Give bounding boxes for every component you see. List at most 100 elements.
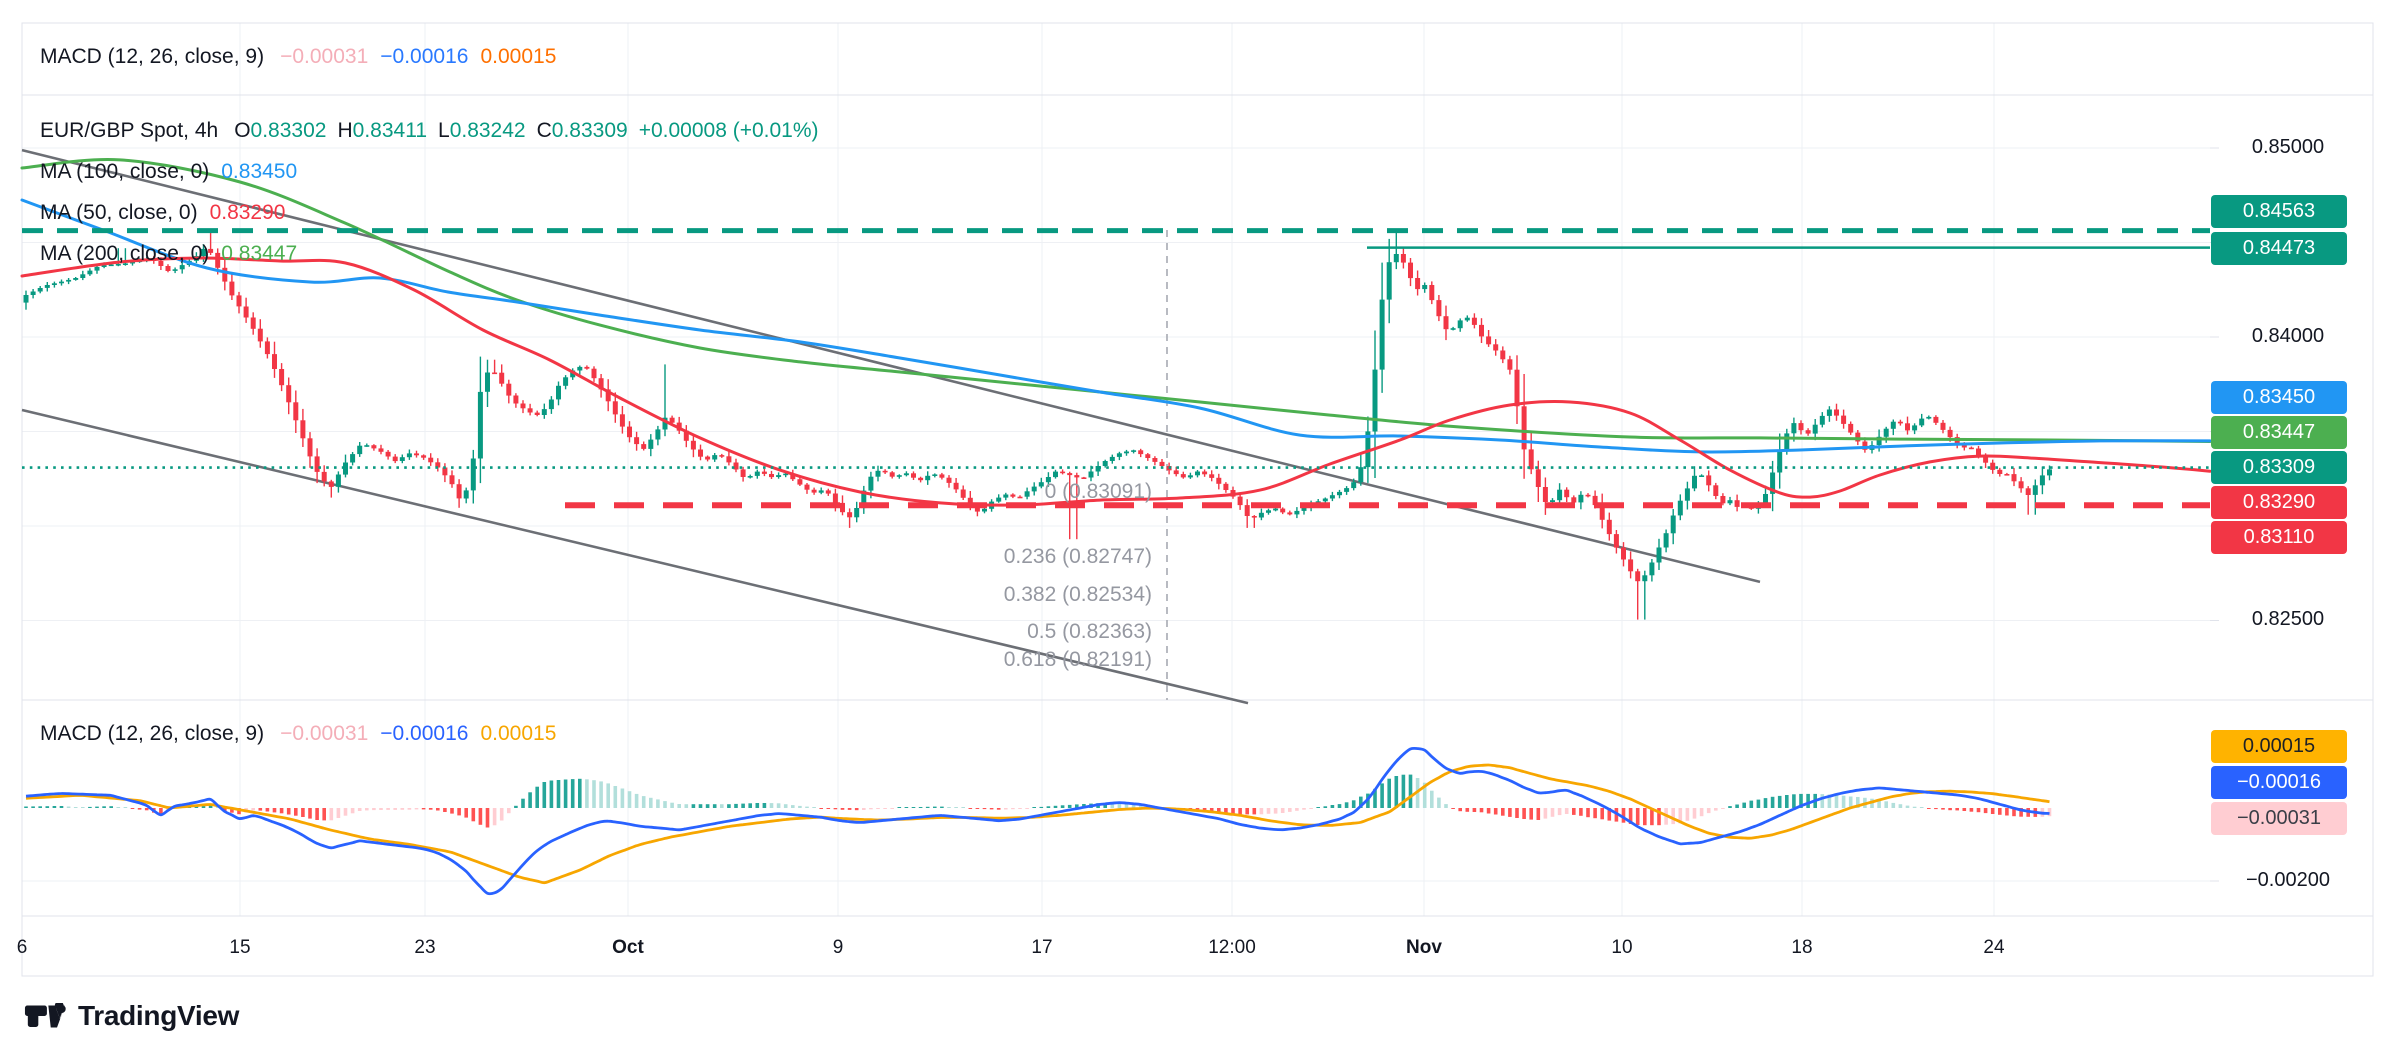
candle bbox=[51, 283, 57, 285]
candle bbox=[1138, 450, 1144, 455]
macd-hist-bar bbox=[400, 808, 405, 810]
macd-hist-bar bbox=[1103, 803, 1107, 808]
symbol-title[interactable]: EUR/GBP Spot, 4h bbox=[40, 119, 219, 142]
macd-hist-bar bbox=[2005, 808, 2009, 816]
macd-hist-bar bbox=[982, 808, 987, 810]
macd-hist-bar bbox=[73, 807, 78, 808]
time-label-23: 23 bbox=[414, 937, 436, 958]
macd-hist-bar bbox=[1699, 808, 1704, 817]
macd-legend-title[interactable]: MACD (12, 26, close, 9) bbox=[40, 45, 265, 68]
macd-hist-bar bbox=[1884, 801, 1888, 808]
candle bbox=[371, 445, 377, 449]
macd-hist-bar bbox=[1877, 799, 1881, 808]
candle bbox=[300, 420, 306, 439]
macd-hist-bar bbox=[1288, 808, 1292, 812]
ma50-label[interactable]: MA (50, close, 0) bbox=[40, 201, 198, 224]
macd-hist-bar bbox=[975, 808, 980, 809]
candle bbox=[229, 281, 235, 296]
macd-hist-bar bbox=[698, 804, 703, 808]
candle bbox=[861, 490, 867, 509]
candle bbox=[548, 399, 554, 410]
candle bbox=[1244, 505, 1250, 516]
macd-hist-bar bbox=[776, 803, 781, 808]
candle bbox=[1486, 336, 1492, 345]
candle bbox=[1024, 491, 1030, 497]
ma100-label[interactable]: MA (100, close, 0) bbox=[40, 160, 210, 183]
macd-hist-bar bbox=[414, 808, 419, 810]
ma100-value: 0.83450 bbox=[221, 160, 298, 183]
macd-hist-bar bbox=[1934, 808, 1938, 810]
macd-hist-bar bbox=[769, 803, 774, 808]
macd-hist-bar bbox=[1408, 774, 1413, 808]
macd-hist-bar bbox=[1302, 808, 1306, 810]
candle bbox=[1379, 299, 1385, 370]
macd-hist-bar bbox=[1025, 808, 1029, 809]
macd-hist-bar bbox=[464, 808, 468, 818]
candle bbox=[1926, 416, 1932, 419]
candle bbox=[619, 414, 625, 427]
macd-hist-bar bbox=[840, 808, 845, 810]
macd-hist-bar bbox=[783, 804, 788, 808]
candle bbox=[1777, 450, 1783, 473]
macd-hist-bar bbox=[1856, 797, 1860, 808]
candle bbox=[208, 248, 214, 253]
candle bbox=[655, 429, 661, 440]
macd-hist-bar bbox=[428, 808, 433, 810]
time-label-18: 18 bbox=[1791, 937, 1813, 958]
candle bbox=[1088, 471, 1094, 478]
moving-averages bbox=[20, 158, 2212, 507]
candle bbox=[939, 474, 945, 478]
candle bbox=[1812, 424, 1818, 434]
macd-hist-bar bbox=[301, 808, 305, 817]
macd-hist-bar bbox=[1586, 808, 1590, 818]
candle bbox=[1983, 455, 1989, 463]
macd-hist-bar bbox=[265, 808, 270, 812]
candle bbox=[1649, 562, 1655, 576]
low-value: 0.83242 bbox=[449, 119, 526, 142]
macd-hist-bar bbox=[1643, 808, 1647, 826]
candle bbox=[818, 490, 824, 493]
candle bbox=[1202, 471, 1208, 475]
macd-hist-bar bbox=[535, 786, 539, 808]
macd-hist-bar bbox=[1912, 806, 1917, 808]
candle bbox=[1621, 547, 1626, 560]
candle bbox=[37, 288, 43, 292]
candle bbox=[1990, 462, 1996, 470]
tradingview-logo[interactable]: TradingView bbox=[24, 1000, 239, 1032]
candle bbox=[527, 408, 533, 413]
macd-hist-bar bbox=[343, 808, 348, 816]
macd-hist-bar bbox=[819, 808, 823, 809]
candle bbox=[1670, 515, 1676, 534]
candle bbox=[1656, 547, 1662, 563]
macd-hist-bar bbox=[1252, 808, 1257, 815]
macd-hist-bar bbox=[336, 808, 341, 818]
macd-hist-bar bbox=[805, 806, 809, 808]
macd-hist-bar bbox=[2019, 808, 2023, 817]
candle bbox=[463, 490, 469, 499]
candle bbox=[946, 477, 952, 483]
candle bbox=[1550, 500, 1555, 502]
macd-hist-bar bbox=[1522, 808, 1526, 819]
change-value: +0.00008 (+0.01%) bbox=[638, 119, 819, 142]
candle bbox=[513, 395, 519, 404]
candle bbox=[1713, 485, 1719, 496]
candle bbox=[719, 455, 725, 457]
macd-pane-title[interactable]: MACD (12, 26, close, 9) bbox=[40, 722, 265, 745]
macd-hist-bar bbox=[1792, 794, 1796, 808]
candle bbox=[1848, 423, 1854, 433]
ma200-label[interactable]: MA (200, close, 0) bbox=[40, 242, 210, 265]
macd-hist-bar bbox=[1039, 806, 1044, 808]
candle bbox=[1173, 470, 1179, 475]
macd-hist-bar bbox=[123, 807, 128, 808]
candle bbox=[534, 412, 540, 415]
candle bbox=[1592, 495, 1598, 506]
candle bbox=[1542, 487, 1548, 502]
candle bbox=[158, 261, 164, 266]
candle bbox=[847, 512, 853, 518]
macd-hist-bar bbox=[514, 805, 518, 808]
candle bbox=[1053, 471, 1058, 478]
macd-hist-bar bbox=[1280, 808, 1285, 813]
